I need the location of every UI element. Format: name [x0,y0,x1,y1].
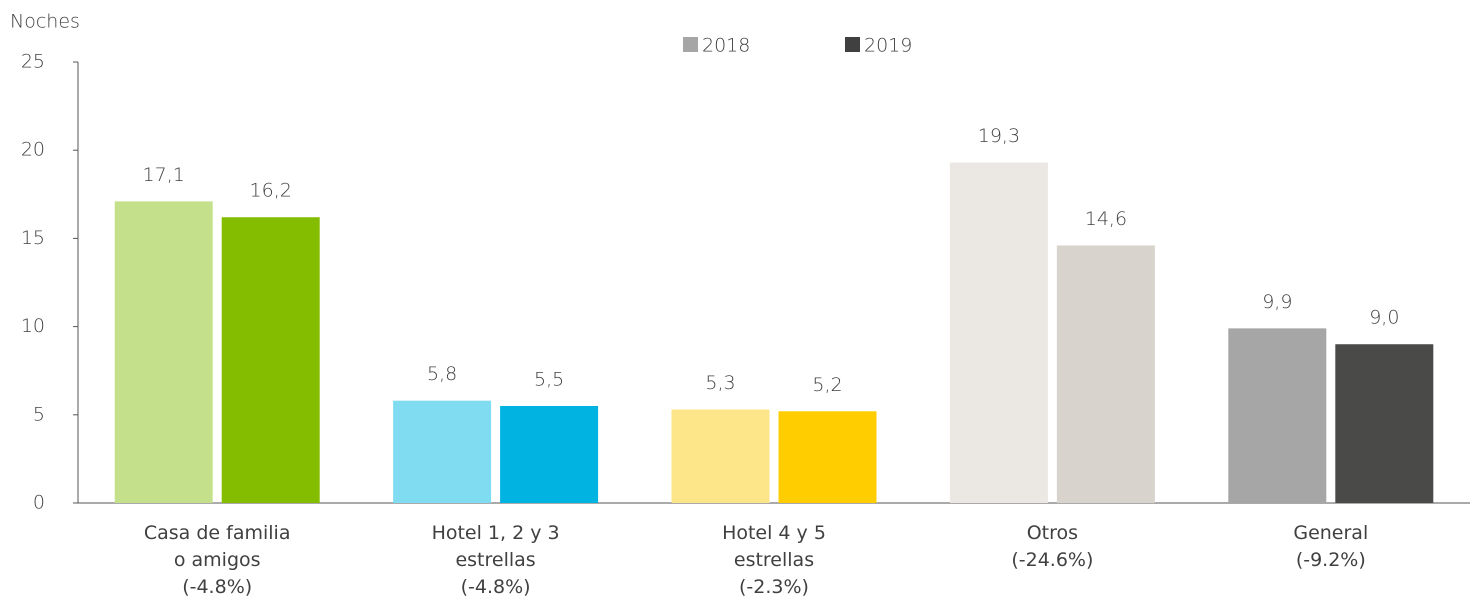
bar [1335,344,1434,503]
data-label: 5,3 [705,372,735,394]
data-label: 16,2 [250,180,292,202]
legend-label: 2019 [864,35,912,57]
data-label: 5,8 [427,363,457,385]
data-label: 19,3 [978,125,1020,147]
data-label: 17,1 [143,164,185,186]
x-tick-label: General (-9.2%) [1293,522,1369,571]
legend-swatch [845,37,860,52]
y-tick-label: 20 [21,139,45,161]
bar [1228,328,1327,503]
y-tick-label: 0 [33,492,45,514]
data-label: 5,2 [812,374,842,396]
x-tick-label: Otros (-24.6%) [1011,522,1094,571]
bar [949,162,1048,503]
bar [778,411,877,503]
y-tick-label: 15 [21,227,45,249]
bar [221,217,320,503]
legend-swatch [683,37,698,52]
x-tick-label: Casa de familia o amigos (-4.8%) [143,522,291,598]
data-label: 14,6 [1085,208,1127,230]
bar [1056,245,1155,503]
y-axis-label: Noches [10,11,80,33]
data-label: 9,0 [1369,307,1399,329]
x-tick-label: Hotel 1, 2 y 3 estrellas (-4.8%) [431,522,560,598]
bar [671,409,770,503]
bar [393,400,492,503]
y-tick-label: 10 [21,315,45,337]
data-label: 5,5 [534,368,564,390]
bar [500,405,599,503]
x-tick-label: Hotel 4 y 5 estrellas (-2.3%) [722,522,826,598]
data-label: 9,9 [1262,291,1292,313]
legend-label: 2018 [702,35,750,57]
y-tick-label: 5 [33,403,45,425]
y-tick-label: 25 [21,51,45,73]
bar [114,201,213,503]
